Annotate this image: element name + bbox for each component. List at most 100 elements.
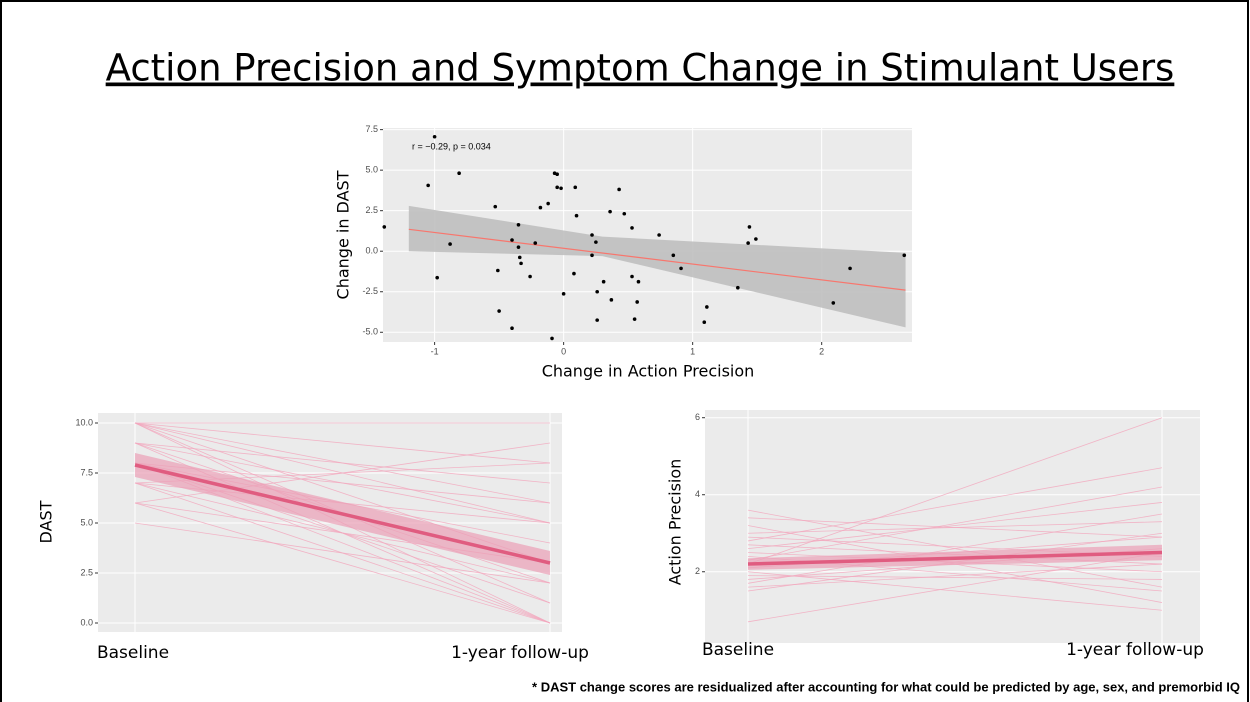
x-axis-title: Change in Action Precision xyxy=(542,362,755,381)
x-category-label: Baseline xyxy=(97,643,169,663)
point xyxy=(555,185,559,190)
x-category-label: Baseline xyxy=(702,640,774,660)
subject-line xyxy=(747,575,1163,580)
point xyxy=(533,241,538,245)
point xyxy=(608,209,612,214)
point xyxy=(516,245,521,249)
y-axis-title: Action Precision xyxy=(666,459,685,586)
y-tick-label: 2 xyxy=(695,566,700,576)
point xyxy=(590,253,594,258)
y-tick-label: 2.5 xyxy=(80,567,93,577)
confidence-band xyxy=(408,205,906,328)
subject-line xyxy=(747,467,1163,542)
point xyxy=(831,301,836,305)
footnote: * DAST change scores are residualized af… xyxy=(532,679,1240,694)
subject-line xyxy=(747,513,1163,584)
y-tick-label: 4 xyxy=(695,489,700,499)
point xyxy=(747,225,752,229)
point xyxy=(630,226,634,230)
y-axis-title: DAST xyxy=(37,500,56,543)
x-tick-label: -1 xyxy=(431,346,439,356)
point xyxy=(426,183,430,188)
mean-line xyxy=(747,550,1163,566)
point xyxy=(617,187,621,192)
point xyxy=(636,279,641,284)
point xyxy=(561,292,566,296)
subject-line xyxy=(134,422,551,464)
point xyxy=(555,172,559,177)
point xyxy=(497,309,501,313)
y-tick-label: 5.0 xyxy=(80,517,93,527)
point xyxy=(630,274,634,279)
point xyxy=(679,266,683,271)
subject-line xyxy=(134,442,551,484)
point xyxy=(519,261,523,266)
point xyxy=(902,253,907,258)
y-tick-label: 10.0 xyxy=(75,417,93,427)
mean-line xyxy=(134,463,551,565)
point xyxy=(848,266,852,271)
point xyxy=(595,289,599,294)
y-tick-label: 7.5 xyxy=(80,467,93,477)
point xyxy=(573,185,578,190)
point xyxy=(572,271,576,276)
point xyxy=(432,134,437,139)
point xyxy=(550,336,554,341)
point xyxy=(510,326,514,331)
point xyxy=(448,242,452,246)
point xyxy=(609,298,614,302)
point xyxy=(538,205,543,210)
annotation: r = −0.29, p = 0.034 xyxy=(412,141,491,151)
point xyxy=(657,233,661,237)
x-tick-label: 0 xyxy=(561,346,566,356)
point xyxy=(632,317,637,321)
subject-line xyxy=(134,502,551,624)
point xyxy=(528,274,532,279)
point xyxy=(702,320,707,325)
point xyxy=(382,225,387,229)
y-tick-label: -2.5 xyxy=(362,286,378,296)
subject-line xyxy=(134,422,551,524)
point xyxy=(590,233,594,237)
subject-line xyxy=(747,552,1163,623)
subject-line xyxy=(747,517,1163,538)
point xyxy=(510,238,514,242)
y-tick-label: 6 xyxy=(695,412,700,422)
y-tick-label: -5.0 xyxy=(362,327,378,337)
point xyxy=(516,222,521,227)
point xyxy=(435,275,439,280)
subject-line xyxy=(747,571,1163,611)
point xyxy=(517,255,522,260)
fit-line xyxy=(408,228,906,291)
point xyxy=(594,240,598,244)
x-category-label: 1-year follow-up xyxy=(451,643,589,663)
point xyxy=(705,305,709,309)
x-tick-label: 2 xyxy=(819,346,824,356)
point xyxy=(671,253,676,258)
x-category-label: 1-year follow-up xyxy=(1066,640,1204,660)
y-tick-label: 5.0 xyxy=(365,165,378,175)
point xyxy=(457,171,461,176)
point xyxy=(496,268,500,273)
subject-line xyxy=(747,563,1163,588)
point xyxy=(595,318,599,322)
y-tick-label: 0.0 xyxy=(365,246,378,256)
slide-title: Action Precision and Symptom Change in S… xyxy=(106,47,1175,90)
point xyxy=(601,279,606,284)
point xyxy=(546,201,550,206)
plot-background xyxy=(705,410,1200,643)
point xyxy=(559,186,563,191)
point xyxy=(754,237,758,241)
point xyxy=(622,211,627,216)
point xyxy=(493,204,498,209)
point xyxy=(746,241,750,245)
point xyxy=(574,213,579,218)
y-tick-label: 7.5 xyxy=(365,124,378,134)
y-tick-label: 2.5 xyxy=(365,205,378,215)
x-tick-label: 1 xyxy=(690,346,695,356)
subject-line xyxy=(134,482,551,624)
subject-line xyxy=(747,502,1163,550)
point xyxy=(736,285,740,290)
